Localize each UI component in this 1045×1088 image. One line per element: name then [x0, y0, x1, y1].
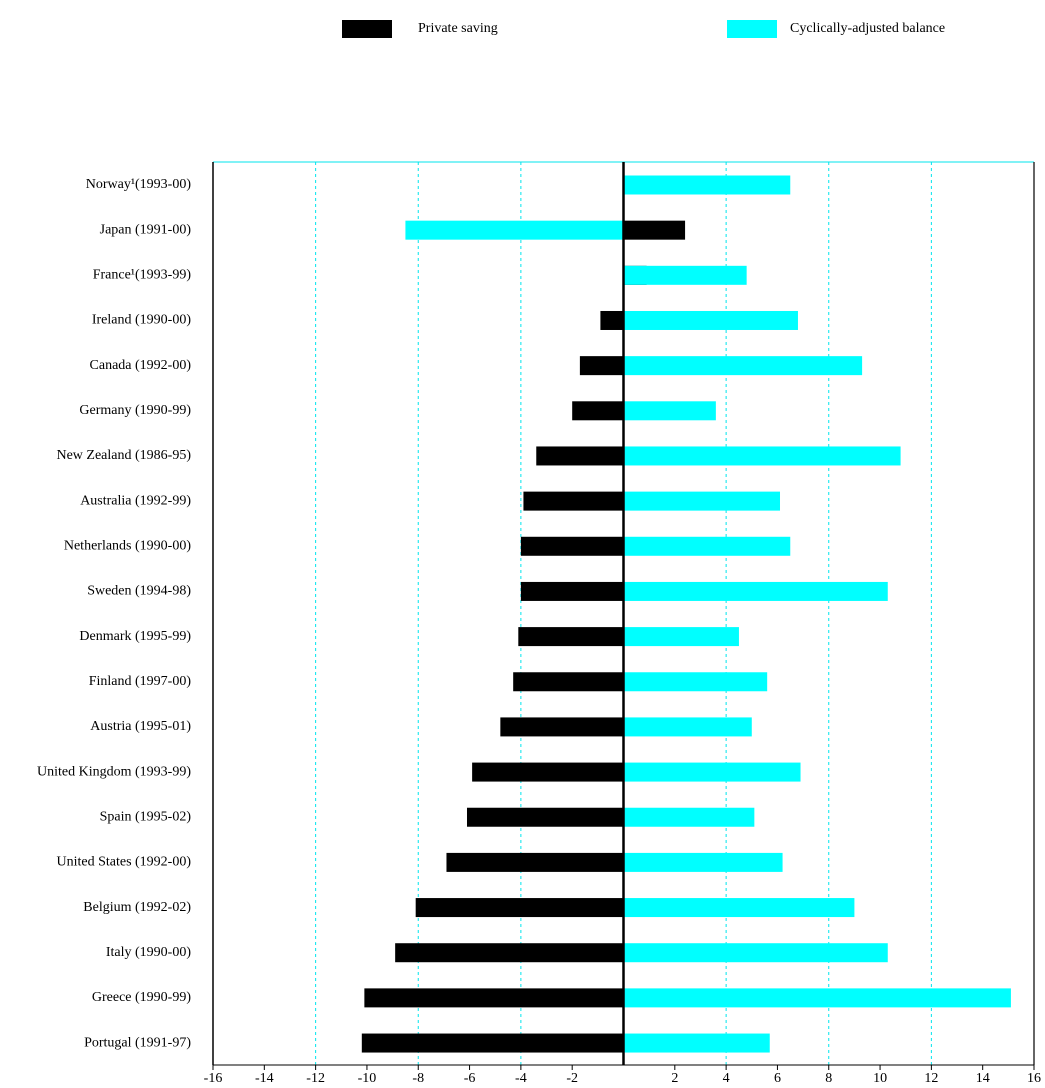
bar	[623, 672, 768, 692]
y-tick-label: Ireland (1990-00)	[92, 313, 191, 328]
x-tick-label: -2	[566, 1071, 578, 1086]
y-tick-label: Belgium (1992-02)	[83, 900, 191, 915]
bar	[572, 401, 624, 421]
bar	[520, 536, 624, 556]
bar	[623, 356, 863, 376]
x-tick-label: -6	[464, 1071, 476, 1086]
y-tick-label: Sweden (1994-98)	[87, 584, 191, 599]
bar	[446, 852, 624, 872]
bar	[405, 220, 624, 240]
legend-swatch	[342, 20, 392, 38]
x-tick-label: 8	[825, 1071, 832, 1086]
bar	[472, 762, 624, 782]
y-tick-label: Spain (1995-02)	[100, 809, 192, 824]
x-tick-label: 14	[976, 1071, 990, 1086]
bar	[623, 762, 801, 782]
bar	[579, 356, 624, 376]
y-tick-label: France¹(1993-99)	[93, 268, 192, 283]
bar	[623, 491, 781, 511]
y-tick-label: Greece (1990-99)	[92, 990, 191, 1005]
y-tick-label: Norway¹(1993-00)	[86, 177, 192, 192]
y-tick-label: Finland (1997-00)	[89, 674, 192, 689]
bar	[395, 943, 624, 963]
y-tick-label: United Kingdom (1993-99)	[37, 764, 191, 779]
bar	[623, 581, 888, 601]
bar	[623, 175, 791, 195]
bar	[500, 717, 624, 737]
bar	[623, 401, 716, 421]
x-tick-label: 4	[723, 1071, 730, 1086]
y-tick-label: Austria (1995-01)	[90, 719, 191, 734]
bar	[520, 581, 624, 601]
bar	[623, 807, 755, 827]
bar	[536, 446, 624, 466]
x-tick-label: 12	[924, 1071, 938, 1086]
bar	[623, 1033, 770, 1053]
bar	[623, 852, 783, 872]
bar	[513, 672, 624, 692]
bar	[623, 898, 855, 918]
bar	[623, 536, 791, 556]
y-tick-label: Australia (1992-99)	[80, 493, 191, 508]
legend-label: Cyclically-adjusted balance	[790, 21, 945, 36]
y-tick-label: Denmark (1995-99)	[79, 629, 191, 644]
bar	[623, 943, 888, 963]
bar	[466, 807, 624, 827]
bar	[415, 898, 624, 918]
x-tick-label: -4	[515, 1071, 527, 1086]
legend-swatch	[727, 20, 777, 38]
bar	[523, 491, 624, 511]
y-tick-label: Japan (1991-00)	[100, 222, 192, 237]
x-tick-label: 6	[774, 1071, 781, 1086]
bar	[361, 1033, 624, 1053]
bar	[623, 717, 752, 737]
bar	[518, 627, 624, 647]
bar	[623, 220, 686, 240]
y-tick-label: Italy (1990-00)	[106, 945, 191, 960]
bar	[364, 988, 624, 1008]
legend-label: Private saving	[418, 21, 498, 36]
x-tick-label: 16	[1027, 1071, 1041, 1086]
x-tick-label: -10	[358, 1071, 377, 1086]
x-tick-label: 2	[671, 1071, 678, 1086]
bar	[623, 446, 901, 466]
y-tick-label: Germany (1990-99)	[79, 403, 191, 418]
bar	[623, 310, 798, 330]
x-tick-label: -16	[204, 1071, 223, 1086]
y-tick-label: New Zealand (1986-95)	[56, 448, 191, 463]
x-tick-label: 10	[873, 1071, 887, 1086]
x-tick-label: -12	[306, 1071, 325, 1086]
y-tick-label: Portugal (1991-97)	[84, 1035, 191, 1050]
x-tick-label: -8	[412, 1071, 424, 1086]
bar	[600, 310, 624, 330]
y-tick-label: Canada (1992-00)	[90, 358, 192, 373]
bar	[623, 627, 739, 647]
x-tick-label: -14	[255, 1071, 274, 1086]
bar	[623, 265, 747, 285]
y-tick-label: United States (1992-00)	[56, 855, 191, 870]
y-tick-label: Netherlands (1990-00)	[64, 538, 191, 553]
bar	[623, 988, 1011, 1008]
